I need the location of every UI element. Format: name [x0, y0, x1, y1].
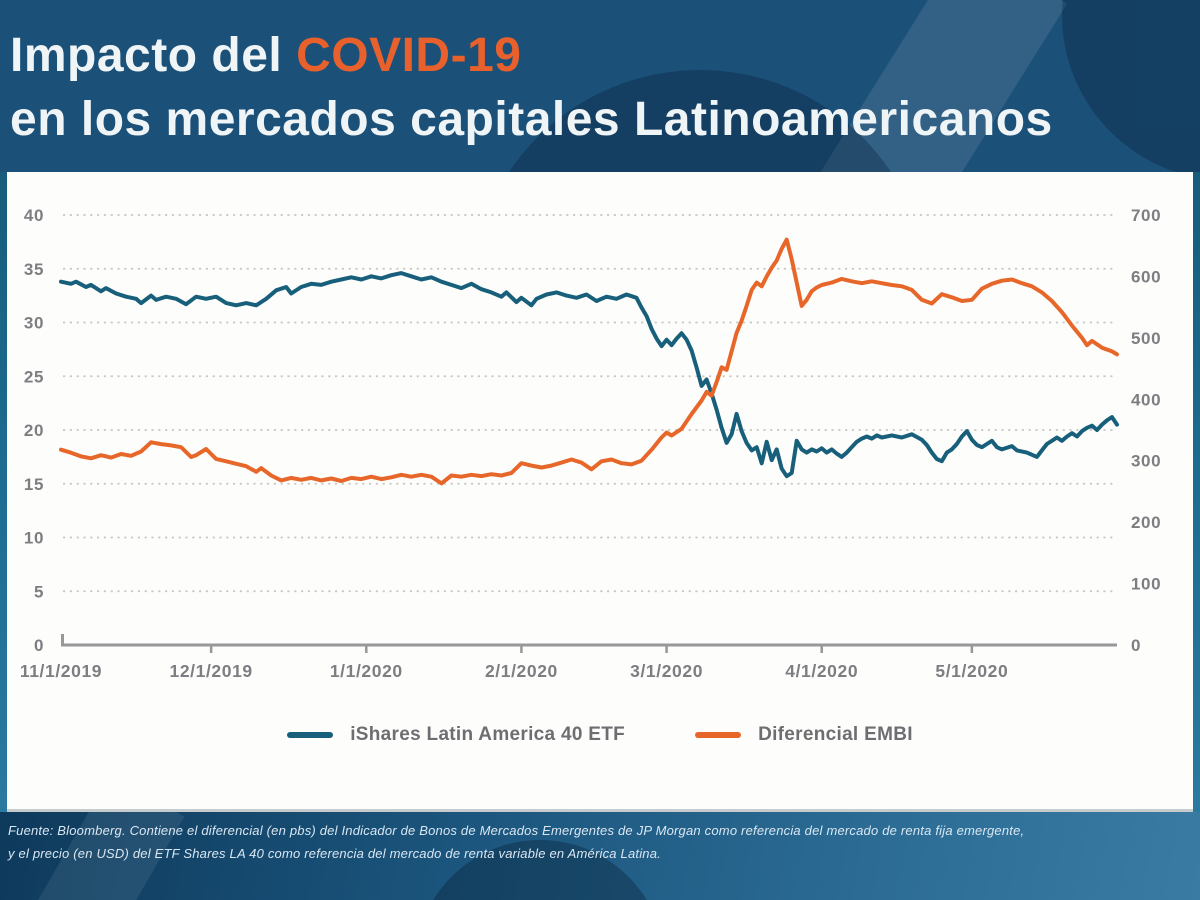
source-note-line-1: Fuente: Bloomberg. Contiene el diferenci…	[8, 823, 1025, 838]
left-axis-tick-label: 35	[24, 260, 44, 279]
right-axis-tick-label: 100	[1131, 575, 1161, 594]
left-axis-tick-label: 30	[24, 314, 44, 333]
header: Impacto del COVID-19 en los mercados cap…	[0, 0, 1200, 172]
right-axis-tick-label: 700	[1131, 206, 1161, 225]
page-title: Impacto del COVID-19 en los mercados cap…	[0, 0, 1200, 152]
left-axis-tick-label: 25	[24, 367, 44, 386]
x-axis-tick-label: 12/1/2019	[170, 661, 253, 681]
embi-line-swatch	[695, 732, 742, 738]
right-axis-tick-label: 300	[1131, 452, 1161, 471]
right-axis-tick-label: 600	[1131, 267, 1161, 286]
right-axis-tick-label: 400	[1131, 390, 1161, 409]
x-axis-tick-label: 1/1/2020	[330, 661, 403, 681]
embi-series-line	[59, 237, 1119, 486]
right-axis-tick-label: 200	[1131, 513, 1161, 532]
line-chart: 40 35 30 25 20 15 10 5 0 700 600 500 400 300 200 100 0 11…	[20, 206, 1161, 681]
left-axis-tick-label: 40	[24, 206, 44, 225]
right-axis-tick-label: 500	[1131, 329, 1161, 348]
title-covid-highlight: COVID-19	[296, 29, 522, 82]
right-axis-tick-label: 0	[1131, 636, 1141, 655]
title-line-1: Impacto del COVID-19	[10, 24, 1200, 88]
source-note-line-2: y el precio (en USD) del ETF Shares LA 4…	[8, 846, 661, 861]
title-line-2: en los mercados capitales Latinoamerican…	[10, 93, 1053, 146]
left-axis-tick-label: 20	[24, 421, 44, 440]
left-axis-tick-label: 5	[34, 582, 44, 601]
chart-card: 40 35 30 25 20 15 10 5 0 700 600 500 400 300 200 100 0 11…	[7, 172, 1193, 812]
footer: Fuente: Bloomberg. Contiene el diferenci…	[0, 812, 1200, 900]
left-axis-tick-label: 0	[34, 636, 44, 655]
ishares-legend-label: iShares Latin America 40 ETF	[350, 724, 626, 745]
legend-item-embi: Diferencial EMBI	[695, 724, 913, 746]
left-axis-tick-label: 15	[24, 475, 44, 494]
embi-legend-label: Diferencial EMBI	[758, 724, 913, 745]
x-axis-tick-label: 5/1/2020	[935, 661, 1008, 681]
x-axis-tick-label: 4/1/2020	[785, 661, 858, 681]
x-axis-tick-label: 11/1/2019	[20, 661, 102, 681]
title-prefix: Impacto del	[10, 29, 297, 82]
left-axis-tick-label: 10	[24, 529, 44, 548]
ishares-line-swatch	[287, 732, 334, 738]
chart-legend: iShares Latin America 40 ETF Diferencial…	[7, 724, 1193, 746]
legend-item-ishares: iShares Latin America 40 ETF	[287, 724, 625, 746]
x-axis-tick-label: 3/1/2020	[630, 661, 703, 681]
x-axis-tick-label: 2/1/2020	[485, 661, 558, 681]
source-note: Fuente: Bloomberg. Contiene el diferenci…	[0, 812, 1200, 865]
ishares-series-line	[59, 271, 1119, 479]
